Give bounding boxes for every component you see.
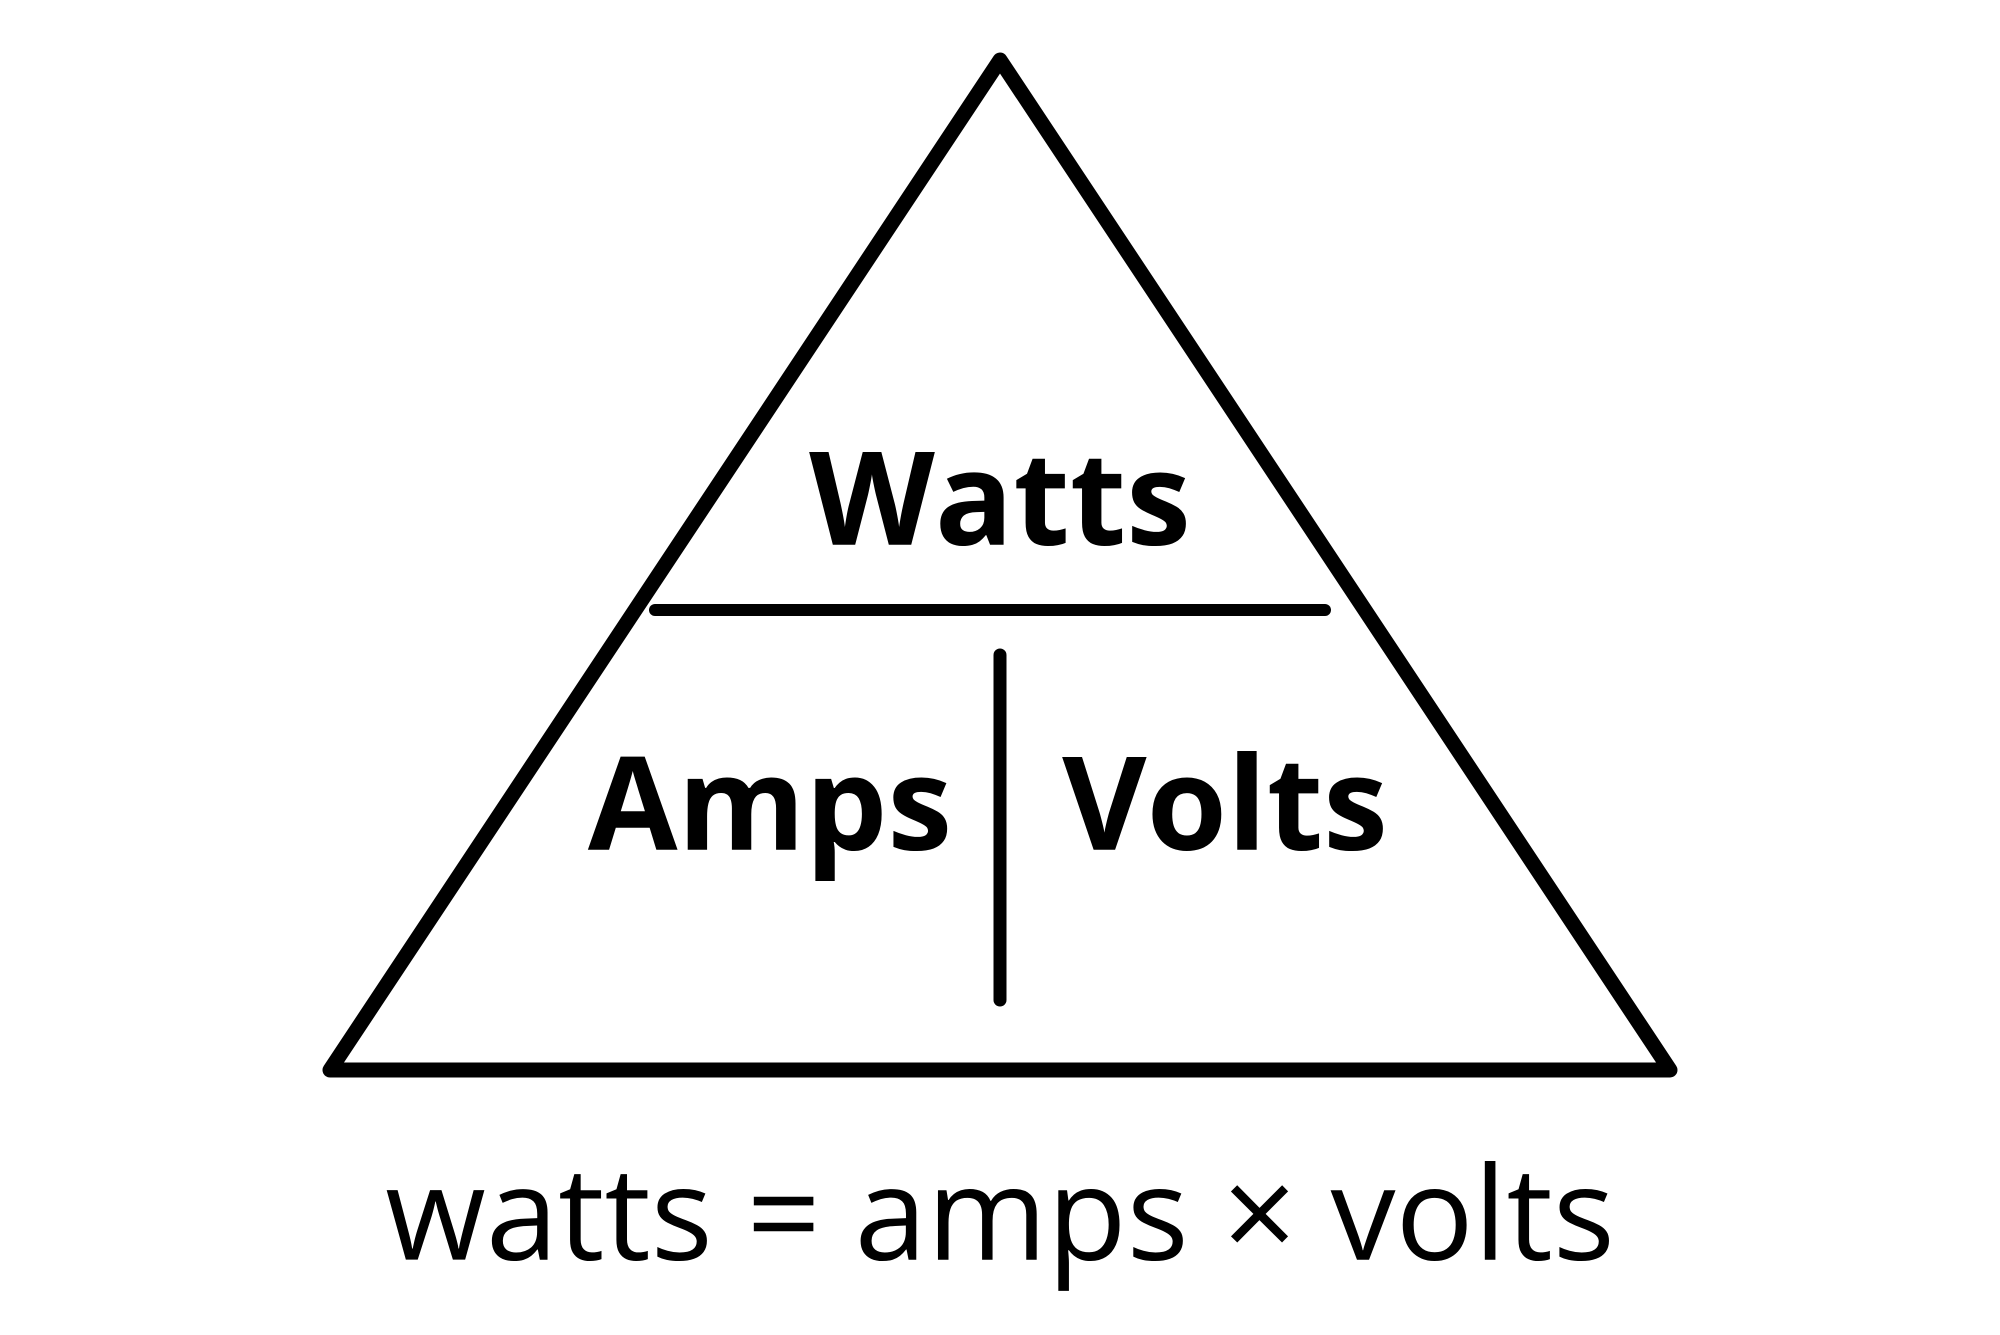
power-triangle-diagram: Watts Amps Volts watts = amps × volts [0, 0, 2000, 1335]
triangle-svg: Watts Amps Volts watts = amps × volts [0, 0, 2000, 1335]
formula-text: watts = amps × volts [385, 1122, 1615, 1299]
amps-label: Amps [588, 712, 952, 889]
watts-label: Watts [809, 407, 1191, 584]
volts-label: Volts [1062, 712, 1388, 889]
